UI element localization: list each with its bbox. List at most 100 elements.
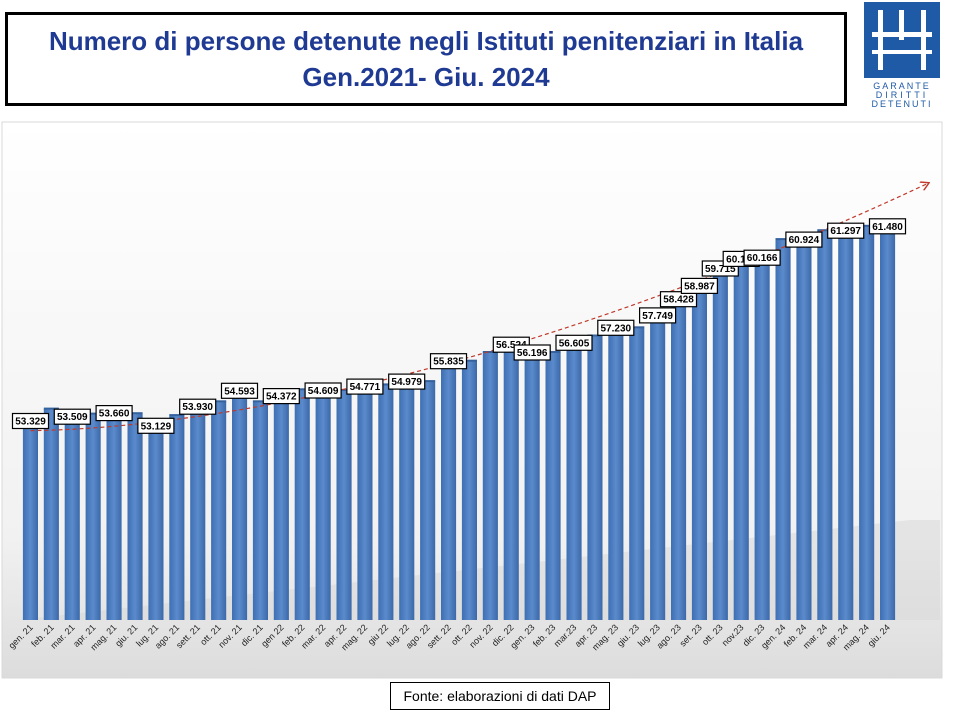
bar-35: [733, 258, 749, 620]
bar-2: [43, 409, 59, 620]
bar-28: [587, 336, 603, 620]
data-label-text-13: 54.372: [266, 392, 297, 403]
bar-41: [859, 226, 875, 621]
data-label-text-17: 54.771: [350, 382, 381, 393]
data-label-text-36: 60.166: [747, 253, 778, 264]
bar-33: [691, 285, 707, 620]
bar-24: [503, 344, 519, 620]
data-label-42: 61.480: [868, 218, 907, 235]
bar-25: [524, 352, 540, 620]
bar-21: [441, 361, 457, 620]
data-label-text-3: 53.509: [57, 412, 88, 423]
bar-cap-4: [85, 412, 101, 415]
bar-26: [545, 352, 561, 620]
bar-6: [127, 413, 143, 620]
bar-4: [85, 414, 101, 620]
bar-37: [775, 239, 791, 620]
bar-15: [315, 390, 331, 620]
bar-19: [399, 381, 415, 620]
data-label-text-11: 54.593: [224, 386, 255, 397]
bar-40: [838, 230, 854, 620]
data-label-19: 54.979: [388, 373, 426, 390]
bar-13: [273, 396, 289, 620]
data-label-text-32: 58.428: [663, 295, 694, 306]
bar-8: [169, 415, 185, 620]
bar-cap-26: [545, 351, 561, 353]
data-label-11: 54.593: [220, 382, 259, 399]
data-label-15: 54.609: [304, 382, 342, 399]
data-label-text-38: 60.924: [789, 235, 820, 246]
chart-title: Numero di persone detenute negli Istitut…: [48, 26, 804, 56]
bar-cap-6: [127, 412, 143, 415]
data-label-text-21: 55.835: [433, 357, 464, 368]
data-label-36: 60.166: [743, 249, 781, 266]
bar-18: [378, 384, 394, 620]
logo-text-detenuti: DETENUTI: [872, 99, 933, 109]
data-label-33: 58.987: [680, 277, 719, 294]
bar-cap-22: [461, 359, 477, 362]
bar-cap-18: [378, 383, 394, 386]
data-label-text-31: 57.749: [642, 311, 673, 322]
data-label-1: 53.329: [11, 412, 50, 430]
bar-cap-12: [252, 400, 268, 403]
data-label-3: 53.509: [53, 408, 91, 425]
data-label-text-24: 56.524: [496, 340, 527, 351]
bar-30: [629, 327, 645, 620]
logo-text-garante: GARANTE: [873, 81, 931, 91]
bar-cap-30: [629, 326, 645, 329]
data-label-text-15: 54.609: [308, 386, 339, 397]
bar-27: [566, 342, 582, 620]
bar-23: [482, 352, 498, 620]
chart-title-box: Numero di persone detenute negli Istitut…: [5, 12, 847, 106]
data-label-9: 53.930: [179, 398, 217, 415]
data-label-5: 53.660: [95, 405, 133, 422]
bar-34: [712, 268, 728, 620]
data-label-text-29: 57.230: [601, 323, 632, 334]
data-label-21: 55.835: [429, 353, 468, 370]
data-label-7: 53.129: [137, 417, 175, 434]
chart-subtitle: Gen.2021- Giu. 2024: [302, 62, 550, 92]
bar-cap-23: [482, 351, 498, 353]
bar-31: [650, 315, 666, 620]
bar-3: [64, 416, 80, 620]
bar-10: [211, 401, 227, 620]
bar-cap-2: [43, 407, 59, 410]
data-label-text-35: 60.116: [726, 254, 756, 265]
data-label-text-5: 53.660: [99, 409, 130, 420]
bar-20: [420, 381, 436, 620]
bar-12: [252, 401, 268, 620]
source-note: Fonte: elaborazioni di dati DAP: [390, 682, 610, 710]
data-label-text-40: 61.297: [830, 226, 861, 237]
bar-17: [357, 386, 373, 620]
logo-text-diritti: DIRITTI: [876, 90, 929, 100]
bar-38: [796, 239, 812, 620]
bar-1: [22, 421, 38, 620]
data-label-13: 54.372: [262, 388, 300, 405]
data-label-29: 57.230: [597, 319, 635, 336]
bar-5: [106, 413, 122, 620]
data-label-40: 61.297: [827, 222, 865, 239]
bar-11: [232, 390, 248, 620]
data-label-17: 54.771: [346, 378, 384, 395]
data-label-38: 60.924: [785, 231, 823, 248]
bar-cap-8: [169, 414, 185, 417]
bar-22: [461, 361, 477, 620]
data-label-text-34: 59.715: [705, 264, 736, 275]
data-label-text-9: 53.930: [182, 402, 213, 413]
bar-cap-41: [859, 224, 875, 227]
bar-9: [190, 406, 206, 620]
bar-14: [294, 389, 310, 620]
bar-cap-39: [817, 229, 833, 232]
bar-cap-20: [420, 380, 436, 383]
bar-32: [671, 299, 687, 620]
data-label-text-33: 58.987: [684, 281, 715, 292]
data-label-text-19: 54.979: [391, 377, 422, 388]
bar-cap-28: [587, 334, 603, 337]
bar-cap-10: [211, 400, 227, 403]
trend-line: [30, 183, 929, 432]
bar-42: [880, 226, 896, 621]
floor-shadow: [18, 520, 940, 620]
data-label-31: 57.749: [638, 307, 677, 324]
data-label-27: 56.605: [555, 334, 593, 351]
